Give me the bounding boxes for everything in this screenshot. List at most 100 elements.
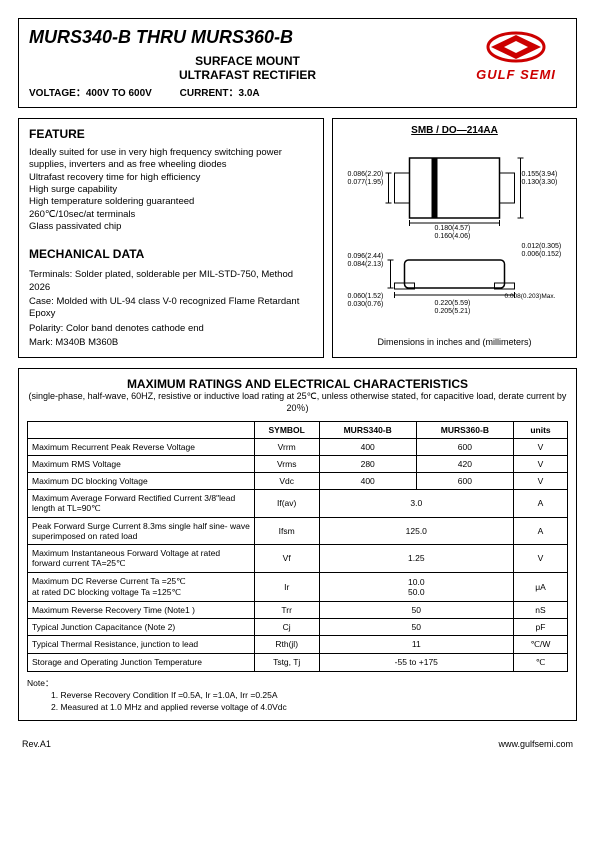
dim-blt2: 0.084(2.13) [348, 261, 384, 268]
dim-blb2: 0.030(0.76) [348, 301, 384, 308]
cell-symbol: If(av) [254, 489, 319, 517]
dim-m1: 0.180(4.57) [435, 225, 471, 232]
cell-param: Storage and Operating Junction Temperatu… [28, 653, 255, 671]
cell-symbol: Ir [254, 572, 319, 601]
feature-heading: FEATURE [29, 127, 313, 141]
mech-polarity: Polarity: Color band denotes cathode end [29, 323, 313, 335]
cell-symbol: Vdc [254, 472, 319, 489]
table-row: Maximum Reverse Recovery Time (Note1 )Tr… [28, 601, 568, 618]
dim-brt1: 0.012(0.305) [522, 243, 562, 250]
note-2: 2. Measured at 1.0 MHz and applied rever… [51, 702, 568, 714]
cell-value1: 280 [319, 455, 416, 472]
dim-blb1: 0.060(1.52) [348, 293, 384, 300]
current-label: CURRENT：3.0A [180, 88, 260, 99]
cell-value: 3.0 [319, 489, 513, 517]
diagram-title: SMB / DO—214AA [339, 125, 570, 136]
table-row: Maximum Instantaneous Forward Voltage at… [28, 544, 568, 572]
dim-tr2: 0.130(3.30) [522, 179, 558, 186]
title-sub2: ULTRAFAST RECTIFIER [29, 68, 466, 82]
cell-value: 11 [319, 635, 513, 653]
cell-unit: ℃/W [513, 635, 567, 653]
table-header-row: SYMBOL MURS340-B MURS360-B units [28, 421, 568, 438]
ratings-title: MAXIMUM RATINGS AND ELECTRICAL CHARACTER… [27, 377, 568, 391]
cell-param: Peak Forward Surge Current 8.3ms single … [28, 517, 255, 544]
cell-value: 10.0 50.0 [319, 572, 513, 601]
cell-param: Typical Thermal Resistance, junction to … [28, 635, 255, 653]
cell-value: 50 [319, 601, 513, 618]
footer-url: www.gulfsemi.com [498, 739, 573, 749]
cell-unit: V [513, 455, 567, 472]
feature-box: FEATURE Ideally suited for use in very h… [18, 118, 324, 358]
cell-symbol: Cj [254, 618, 319, 635]
logo-icon [466, 27, 566, 67]
table-row: Maximum Recurrent Peak Reverse VoltageVr… [28, 438, 568, 455]
cell-param: Maximum DC blocking Voltage [28, 472, 255, 489]
cell-symbol: Vf [254, 544, 319, 572]
dim-bm2: 0.205(5.21) [435, 308, 471, 315]
logo-area: GULF SEMI [466, 27, 566, 82]
th-col2: MURS360-B [416, 421, 513, 438]
table-row: Maximum DC Reverse Current Ta =25℃ at ra… [28, 572, 568, 601]
header-left: MURS340-B THRU MURS360-B SURFACE MOUNT U… [29, 27, 466, 99]
cell-symbol: Trr [254, 601, 319, 618]
cell-value: 1.25 [319, 544, 513, 572]
feature-line-3: High temperature soldering guaranteed [29, 196, 313, 208]
cell-unit: pF [513, 618, 567, 635]
diagram-caption: Dimensions in inches and (millimeters) [339, 337, 570, 347]
dim-brt2: 0.006(0.152) [522, 251, 562, 258]
note-1: 1. Reverse Recovery Condition If =0.5A, … [51, 690, 568, 702]
table-row: Typical Junction Capacitance (Note 2)Cj5… [28, 618, 568, 635]
cell-param: Maximum Recurrent Peak Reverse Voltage [28, 438, 255, 455]
mech-mark: Mark: M340B M360B [29, 337, 313, 349]
cell-symbol: Tstg, Tj [254, 653, 319, 671]
cell-value1: 400 [319, 472, 416, 489]
th-col1: MURS340-B [319, 421, 416, 438]
feature-line-4: 260℃/10sec/at terminals [29, 209, 313, 221]
notes-label: Note： [27, 678, 568, 690]
dim-tr1: 0.155(3.94) [522, 171, 558, 178]
cell-unit: V [513, 472, 567, 489]
cell-symbol: Vrms [254, 455, 319, 472]
cell-unit: V [513, 544, 567, 572]
table-row: Typical Thermal Resistance, junction to … [28, 635, 568, 653]
cell-value2: 420 [416, 455, 513, 472]
cell-symbol: Ifsm [254, 517, 319, 544]
ratings-sub: (single-phase, half-wave, 60HZ, resistiv… [27, 391, 568, 414]
cell-param: Maximum Average Forward Rectified Curren… [28, 489, 255, 517]
cell-value2: 600 [416, 472, 513, 489]
dim-m2: 0.160(4.06) [435, 233, 471, 240]
cell-value: 125.0 [319, 517, 513, 544]
th-units: units [513, 421, 567, 438]
voltage-label: VOLTAGE：400V TO 600V [29, 88, 152, 99]
table-row: Maximum Average Forward Rectified Curren… [28, 489, 568, 517]
footer: Rev.A1 www.gulfsemi.com [18, 739, 577, 749]
cell-param: Typical Junction Capacitance (Note 2) [28, 618, 255, 635]
cell-symbol: Vrrm [254, 438, 319, 455]
cell-value: 50 [319, 618, 513, 635]
feature-line-2: High surge capability [29, 184, 313, 196]
cell-value2: 600 [416, 438, 513, 455]
cell-unit: nS [513, 601, 567, 618]
package-diagram: 0.086(2.20) 0.077(1.95) 0.155(3.94) 0.13… [339, 140, 570, 330]
table-row: Maximum RMS VoltageVrms280420V [28, 455, 568, 472]
title-spec: VOLTAGE：400V TO 600V CURRENT：3.0A [29, 84, 466, 99]
dim-tl2: 0.077(1.95) [348, 179, 384, 186]
table-row: Peak Forward Surge Current 8.3ms single … [28, 517, 568, 544]
header-box: MURS340-B THRU MURS360-B SURFACE MOUNT U… [18, 18, 577, 108]
mech-case: Case: Molded with UL-94 class V-0 recogn… [29, 296, 313, 321]
cell-unit: A [513, 489, 567, 517]
feature-line-0: Ideally suited for use in very high freq… [29, 147, 313, 172]
th-symbol: SYMBOL [254, 421, 319, 438]
th-param [28, 421, 255, 438]
logo-text: GULF SEMI [476, 67, 556, 82]
cell-value1: 400 [319, 438, 416, 455]
cell-unit: V [513, 438, 567, 455]
dim-blt1: 0.096(2.44) [348, 253, 384, 260]
dim-tl1: 0.086(2.20) [348, 171, 384, 178]
title-sub1: SURFACE MOUNT [29, 54, 466, 68]
ratings-table: SYMBOL MURS340-B MURS360-B units Maximum… [27, 421, 568, 672]
notes: Note： 1. Reverse Recovery Condition If =… [27, 678, 568, 714]
title-main: MURS340-B THRU MURS360-B [29, 27, 466, 48]
table-row: Maximum DC blocking VoltageVdc400600V [28, 472, 568, 489]
footer-rev: Rev.A1 [22, 739, 51, 749]
